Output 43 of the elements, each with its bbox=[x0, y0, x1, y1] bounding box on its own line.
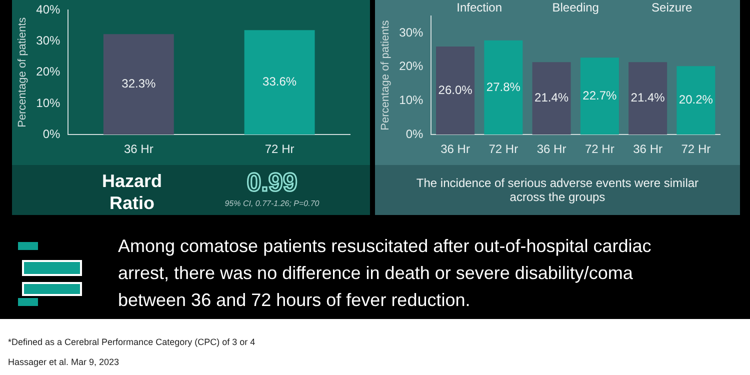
bar bbox=[580, 58, 619, 135]
y-tick-label: 10% bbox=[399, 93, 424, 108]
y-tick-label: 10% bbox=[36, 96, 61, 110]
x-tick-label: 36 Hr bbox=[536, 142, 566, 156]
bar bbox=[628, 62, 668, 135]
x-tick-label: 36 Hr bbox=[633, 142, 662, 156]
text: Seizure bbox=[652, 0, 693, 14]
x-tick-label: 72 Hr bbox=[681, 142, 711, 156]
text: The incidence of serious adverse events were similar across the groups bbox=[375, 165, 740, 215]
text: Infection bbox=[456, 0, 502, 14]
text: *Defined as a Cerebral Performance Category (CPC) of 3 or 4 bbox=[8, 337, 256, 347]
y-tick-label: 20% bbox=[399, 59, 424, 74]
y-tick-label: 30% bbox=[399, 25, 424, 40]
bar bbox=[436, 46, 475, 135]
x-tick-label: 36 Hr bbox=[124, 142, 154, 156]
x-tick-label: 72 Hr bbox=[264, 142, 294, 156]
data-label: 27.8% bbox=[486, 80, 521, 94]
text: Hazard Ratio bbox=[100, 170, 164, 214]
y-axis-title: Percentage of patients bbox=[16, 16, 29, 128]
y-tick-label: 0% bbox=[42, 126, 61, 141]
text: Hassager et al. Mar 9, 2023 bbox=[8, 357, 120, 367]
data-label: 26.0% bbox=[438, 82, 473, 97]
text: Bleeding bbox=[552, 0, 599, 14]
y-tick-label: 0% bbox=[406, 126, 424, 141]
x-tick-label: 36 Hr bbox=[440, 142, 470, 156]
text: 0.99 bbox=[246, 167, 298, 198]
data-label: 20.2% bbox=[678, 92, 714, 107]
bar bbox=[532, 62, 571, 135]
bar bbox=[676, 66, 716, 135]
text: 95% CI, 0.77-1.26; P=0.70 bbox=[224, 199, 320, 208]
data-label: 32.3% bbox=[122, 76, 156, 91]
x-tick-label: 72 Hr bbox=[585, 142, 614, 156]
y-tick-label: 20% bbox=[36, 64, 61, 79]
x-tick-label: 72 Hr bbox=[488, 142, 518, 156]
bar bbox=[484, 40, 523, 135]
y-tick-label: 30% bbox=[36, 34, 61, 48]
data-label: 21.4% bbox=[534, 90, 569, 105]
text: Among comatose patients resuscitated after out-of-hospital cardiac arrest, there was no difference in death or severe disability/coma between 36 and 72 hours of fever reduction. bbox=[118, 235, 652, 312]
data-label: 22.7% bbox=[582, 88, 618, 102]
y-axis-title: Percentage of patients bbox=[380, 20, 392, 130]
data-label: 33.6% bbox=[262, 74, 297, 89]
data-label: 21.4% bbox=[630, 90, 666, 105]
y-tick-label: 40% bbox=[36, 2, 61, 17]
